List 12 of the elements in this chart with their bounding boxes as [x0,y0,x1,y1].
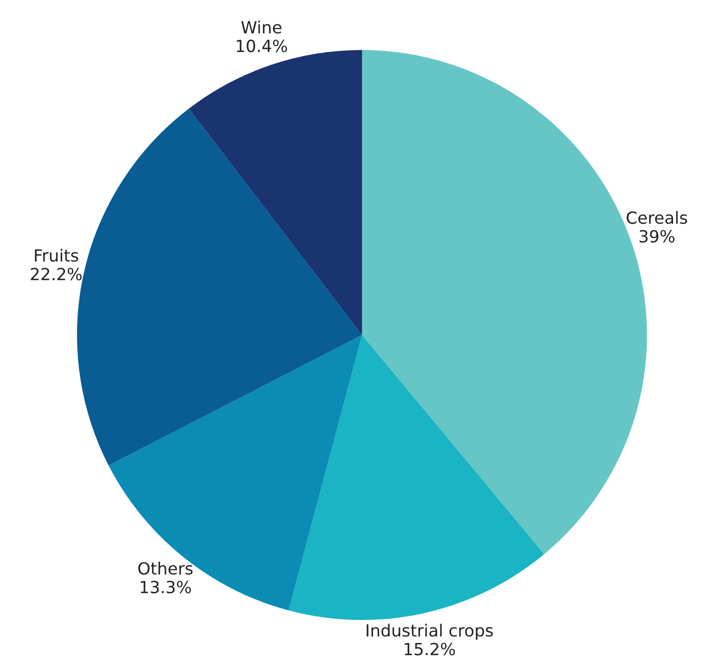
data-label: 13.3% [140,580,191,594]
data-label: 10.4% [236,40,288,52]
pie-slice [288,335,544,620]
slice-label: Cereals [626,211,688,224]
slice-label: Industrial crops [366,624,493,640]
slice-label: Wine [241,20,282,34]
data-label: 22.2% [30,268,82,280]
pie-slice [108,335,362,610]
data-label: 39% [640,230,674,243]
data-label: 15.2% [404,642,455,656]
slice-label: Fruits [34,248,78,262]
slice-label: Others [138,562,193,575]
